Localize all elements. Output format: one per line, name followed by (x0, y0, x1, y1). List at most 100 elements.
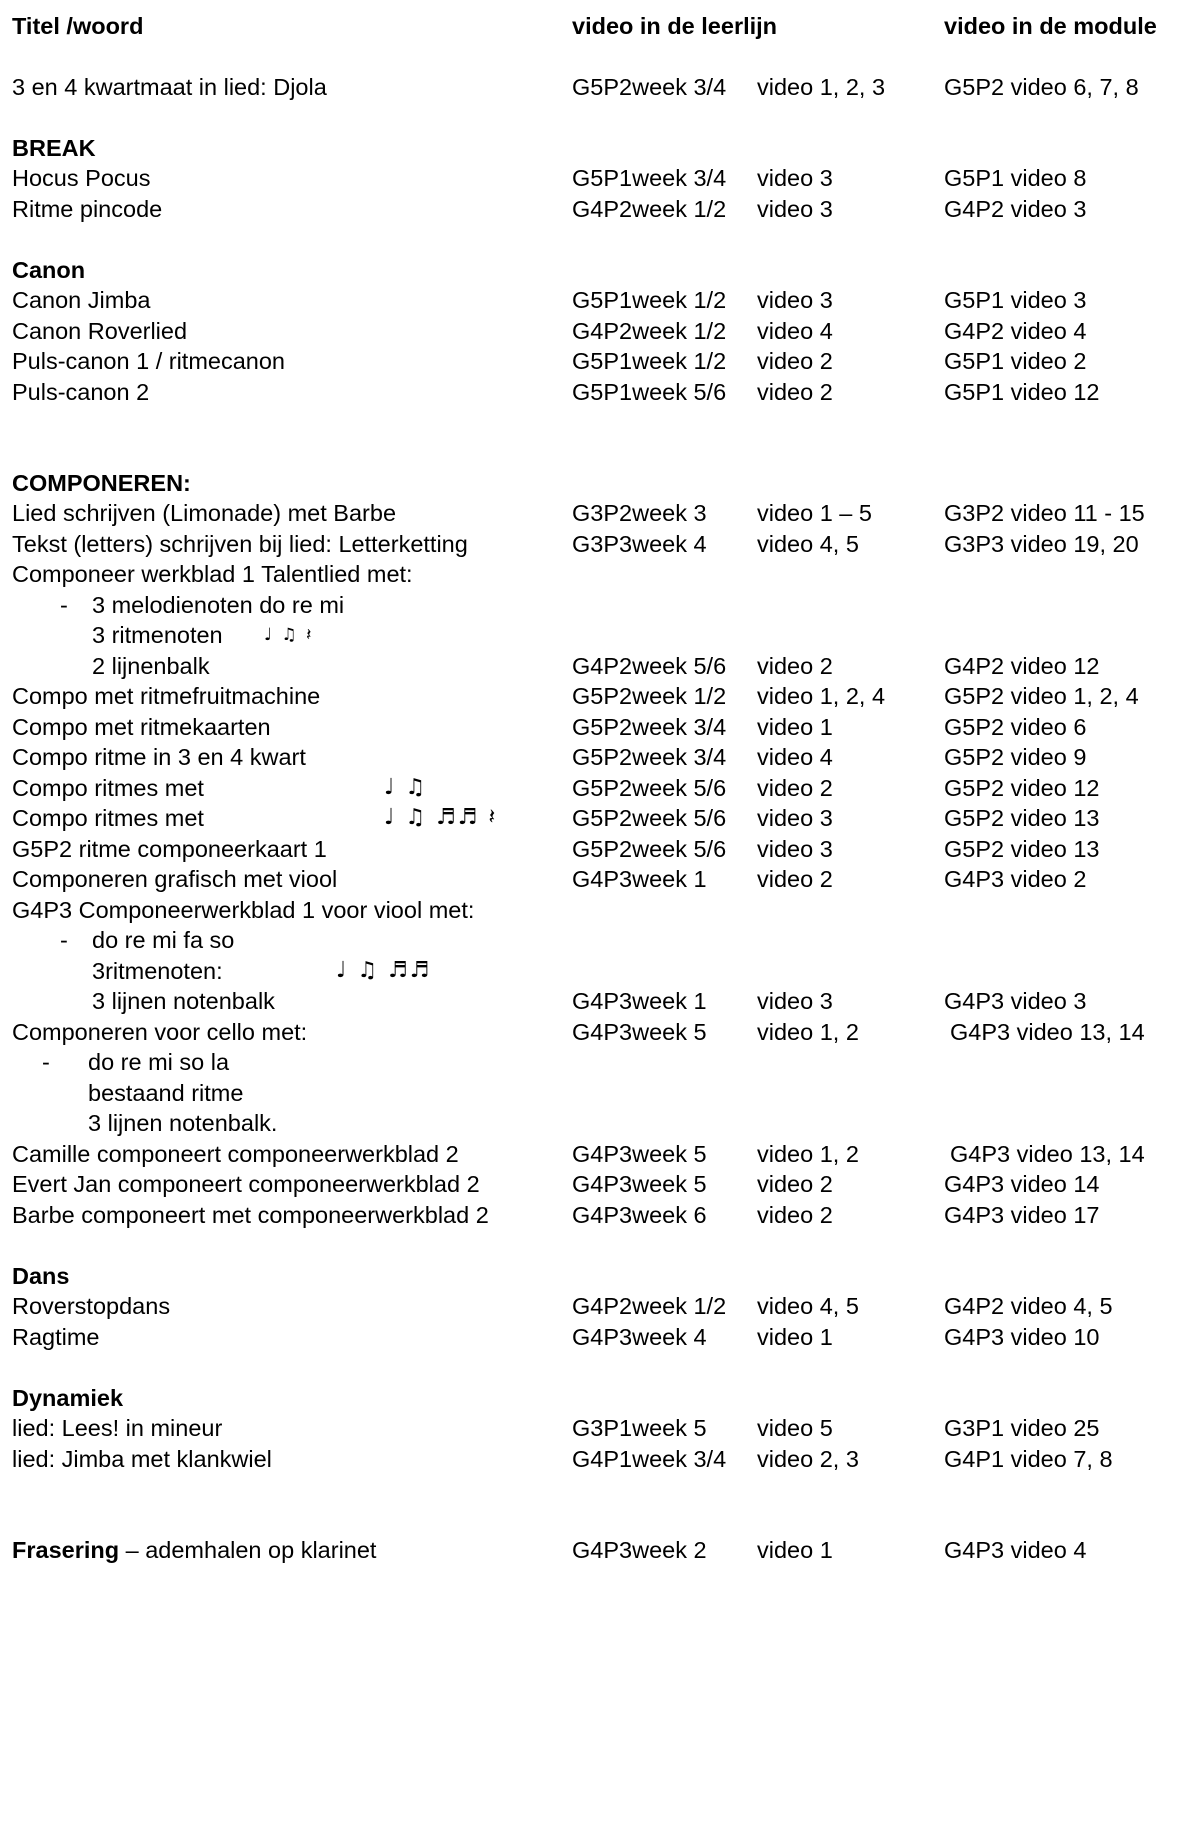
row-video: video 3 (757, 287, 833, 313)
section-title-componeren: COMPONEREN: (12, 470, 191, 496)
row-title: Ritme pincode (12, 196, 163, 222)
table-row: Compo ritmes met ♩ ♫ ♬♬ 𝄽 G5P2week 5/6 v… (0, 802, 1192, 834)
row-title: Canon Jimba (12, 287, 151, 313)
table-row: Ritme pincode G4P2week 1/2 video 3 G4P2 … (0, 193, 1192, 225)
table-row: Evert Jan componeert componeerwerkblad 2… (0, 1168, 1192, 1200)
row-title: bestaand ritme (88, 1080, 244, 1106)
list-item: 3 ritmenoten ♩ ♫ 𝄽 (0, 619, 1192, 651)
row-video: video 3 (757, 836, 833, 862)
row-title: Componeren grafisch met viool (12, 866, 338, 892)
row-week: G5P2week 1/2 (572, 683, 727, 709)
row-title: lied: Jimba met klankwiel (12, 1446, 272, 1472)
row-title: do re mi so la (88, 1049, 230, 1075)
row-title: 3 ritmenoten (92, 622, 223, 648)
row-module: G5P1 video 12 (944, 379, 1100, 405)
row-title: 3 lijnen notenbalk. (88, 1110, 278, 1136)
row-week: G4P2week 1/2 (572, 318, 727, 344)
row-video: video 4, 5 (757, 531, 859, 557)
row-week: G5P1week 5/6 (572, 379, 727, 405)
row-module: G4P3 video 3 (944, 988, 1087, 1014)
header-module: video in de module (944, 13, 1157, 39)
section-title-canon: Canon (12, 257, 86, 283)
row-module: G4P2 video 12 (944, 653, 1100, 679)
row-module: G4P2 video 4 (944, 318, 1087, 344)
row-module: G5P1 video 3 (944, 287, 1087, 313)
row-title: Barbe componeert met componeerwerkblad 2 (12, 1202, 489, 1228)
header-leerlijn: video in de leerlijn (572, 13, 778, 39)
row-video: video 2 (757, 348, 833, 374)
row-week: G4P3week 2 (572, 1537, 707, 1563)
row-video: video 3 (757, 988, 833, 1014)
row-video: video 2 (757, 379, 833, 405)
row-video: video 2 (757, 653, 833, 679)
row-week: G5P2week 3/4 (572, 744, 727, 770)
row-title: Ragtime (12, 1324, 100, 1350)
row-title: Compo ritme in 3 en 4 kwart (12, 744, 306, 770)
row-title: Compo ritmes met (12, 805, 204, 831)
row-module: G5P2 video 1, 2, 4 (944, 683, 1139, 709)
section-heading: COMPONEREN: (0, 467, 1192, 499)
row-module: G4P2 video 4, 5 (944, 1293, 1113, 1319)
table-row: 3 en 4 kwartmaat in lied: Djola G5P2week… (0, 71, 1192, 103)
row-module: G5P2 video 12 (944, 775, 1100, 801)
row-module: G4P3 video 10 (944, 1324, 1100, 1350)
section-heading: Dynamiek (0, 1382, 1192, 1414)
table-row: Puls-canon 1 / ritmecanon G5P1week 1/2 v… (0, 345, 1192, 377)
row-title: Camille componeert componeerwerkblad 2 (12, 1141, 459, 1167)
row-title: Hocus Pocus (12, 165, 151, 191)
table-row: Compo met ritmekaarten G5P2week 3/4 vide… (0, 711, 1192, 743)
row-video: video 1 (757, 714, 833, 740)
row-week: G5P1week 3/4 (572, 165, 727, 191)
row-week: G4P3week 5 (572, 1141, 707, 1167)
row-title: Tekst (letters) schrijven bij lied: Lett… (12, 531, 468, 557)
row-module: G3P1 video 25 (944, 1415, 1100, 1441)
row-week: G5P2week 3/4 (572, 74, 727, 100)
row-title: Puls-canon 2 (12, 379, 150, 405)
section-heading: BREAK (0, 132, 1192, 164)
row-week: G5P1week 1/2 (572, 348, 727, 374)
row-title: lied: Lees! in mineur (12, 1415, 223, 1441)
row-video: video 3 (757, 196, 833, 222)
row-week: G3P1week 5 (572, 1415, 707, 1441)
row-video: video 5 (757, 1415, 833, 1441)
row-title: Compo ritmes met (12, 775, 204, 801)
table-row: Compo met ritmefruitmachine G5P2week 1/2… (0, 680, 1192, 712)
row-video: video 1, 2 (757, 1141, 859, 1167)
table-row: Compo ritmes met ♩ ♫ G5P2week 5/6 video … (0, 772, 1192, 804)
list-item: 3 lijnen notenbalk. (0, 1107, 1192, 1139)
list-item: - 3 melodienoten do re mi (0, 589, 1192, 621)
section-title-break: BREAK (12, 135, 96, 161)
list-dash: - (60, 927, 68, 953)
table-row: Canon Jimba G5P1week 1/2 video 3 G5P1 vi… (0, 284, 1192, 316)
table-row: Canon Roverlied G4P2week 1/2 video 4 G4P… (0, 315, 1192, 347)
music-notes-icon: ♩ ♫ (384, 775, 428, 800)
row-module: G4P3 video 14 (944, 1171, 1100, 1197)
table-row: Camille componeert componeerwerkblad 2 G… (0, 1138, 1192, 1170)
row-video: video 4, 5 (757, 1293, 859, 1319)
row-title: 3 en 4 kwartmaat in lied: Djola (12, 74, 327, 100)
row-module: G5P2 video 13 (944, 805, 1100, 831)
table-row: Puls-canon 2 G5P1week 5/6 video 2 G5P1 v… (0, 376, 1192, 408)
row-title: Evert Jan componeert componeerwerkblad 2 (12, 1171, 480, 1197)
row-week: G4P3week 5 (572, 1171, 707, 1197)
table-row: lied: Jimba met klankwiel G4P1week 3/4 v… (0, 1443, 1192, 1475)
row-module: G5P1 video 2 (944, 348, 1087, 374)
music-notes-icon: ♩ ♫ ♬♬ (336, 958, 432, 983)
section-title-dynamiek: Dynamiek (12, 1385, 124, 1411)
row-title: Puls-canon 1 / ritmecanon (12, 348, 286, 374)
row-module: G5P2 video 6, 7, 8 (944, 74, 1139, 100)
row-video: video 1 (757, 1324, 833, 1350)
row-title: Componeren voor cello met: (12, 1019, 308, 1045)
row-title: 3 lijnen notenbalk (92, 988, 275, 1014)
section-heading: Dans (0, 1260, 1192, 1292)
row-week: G4P3week 1 (572, 866, 707, 892)
row-week: G5P1week 1/2 (572, 287, 727, 313)
table-row: Componeer werkblad 1 Talentlied met: (0, 558, 1192, 590)
table-row: 3 lijnen notenbalk G4P3week 1 video 3 G4… (0, 985, 1192, 1017)
row-week: G5P2week 5/6 (572, 775, 727, 801)
table-row: G4P3 Componeerwerkblad 1 voor viool met: (0, 894, 1192, 926)
row-video: video 4 (757, 318, 833, 344)
row-title: 3ritmenoten: (92, 958, 223, 984)
music-notes-icon: ♩ ♫ 𝄽 (264, 625, 314, 645)
